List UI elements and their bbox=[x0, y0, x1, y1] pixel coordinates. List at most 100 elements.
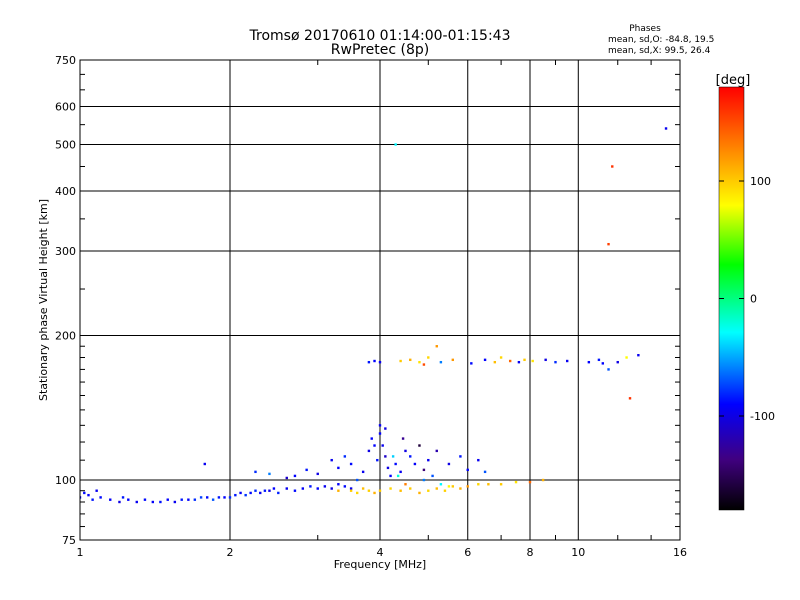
data-point bbox=[427, 489, 430, 492]
data-point bbox=[301, 487, 305, 490]
data-point bbox=[349, 489, 353, 492]
plot-frame bbox=[79, 59, 681, 541]
data-point bbox=[330, 458, 333, 462]
x-tick-label: 2 bbox=[227, 546, 234, 559]
colorbar-label: [deg] bbox=[716, 73, 751, 88]
data-point bbox=[399, 470, 402, 474]
data-point bbox=[323, 485, 327, 488]
data-point bbox=[166, 498, 169, 501]
data-point bbox=[187, 498, 190, 501]
data-point bbox=[439, 360, 443, 364]
colorbar-tick-label: 0 bbox=[750, 293, 757, 306]
data-point bbox=[316, 472, 319, 476]
x-tick-label: 16 bbox=[673, 546, 687, 559]
data-point bbox=[337, 483, 340, 486]
data-point bbox=[109, 498, 112, 501]
data-point bbox=[83, 491, 86, 495]
y-tick-label: 300 bbox=[55, 245, 76, 258]
data-point bbox=[418, 360, 421, 364]
data-point bbox=[447, 462, 451, 466]
data-point bbox=[487, 483, 490, 486]
data-point bbox=[483, 470, 487, 474]
y-tick-label: 100 bbox=[55, 474, 76, 487]
data-point bbox=[544, 358, 547, 362]
data-point bbox=[418, 444, 421, 447]
data-point bbox=[180, 498, 183, 501]
data-point bbox=[343, 485, 347, 488]
data-point bbox=[401, 437, 405, 440]
data-point bbox=[254, 470, 257, 474]
data-point bbox=[239, 491, 242, 495]
data-point bbox=[409, 358, 412, 362]
data-point bbox=[439, 483, 443, 486]
data-point bbox=[199, 496, 203, 499]
data-point bbox=[378, 360, 382, 364]
data-points bbox=[80, 127, 668, 504]
data-point bbox=[259, 491, 262, 495]
data-point bbox=[151, 500, 155, 504]
data-point bbox=[443, 489, 447, 492]
data-point bbox=[601, 362, 605, 365]
data-point bbox=[361, 470, 365, 474]
data-point bbox=[616, 360, 619, 364]
data-point bbox=[477, 458, 480, 462]
data-point bbox=[349, 487, 353, 490]
data-point bbox=[330, 487, 333, 490]
data-point bbox=[422, 363, 426, 366]
data-point bbox=[159, 500, 162, 504]
data-point bbox=[223, 496, 226, 499]
x-tick-label: 1 bbox=[77, 546, 84, 559]
data-point bbox=[285, 476, 288, 480]
data-point bbox=[378, 432, 382, 435]
data-point bbox=[597, 358, 601, 362]
x-tick-label: 6 bbox=[464, 546, 471, 559]
data-point bbox=[217, 496, 221, 499]
data-point bbox=[309, 485, 312, 488]
data-point bbox=[394, 462, 397, 466]
grid-lines bbox=[80, 60, 680, 540]
chart-title: Tromsø 20170610 01:14:00-01:15:43 bbox=[249, 28, 511, 44]
data-point bbox=[628, 397, 632, 400]
data-point bbox=[337, 466, 340, 470]
data-point bbox=[367, 489, 371, 492]
data-point bbox=[337, 489, 340, 492]
data-point bbox=[268, 472, 271, 476]
data-point bbox=[277, 491, 280, 495]
data-point bbox=[268, 489, 271, 492]
data-point bbox=[399, 359, 402, 363]
data-point bbox=[384, 455, 387, 458]
data-point bbox=[477, 483, 480, 486]
data-point bbox=[355, 491, 359, 495]
data-point bbox=[95, 489, 98, 492]
x-tick-label: 4 bbox=[377, 546, 384, 559]
data-point bbox=[361, 487, 365, 490]
data-point bbox=[272, 487, 276, 490]
data-point bbox=[381, 444, 384, 447]
data-point bbox=[205, 496, 209, 499]
data-point bbox=[541, 478, 545, 482]
data-point bbox=[91, 498, 94, 501]
data-point bbox=[135, 500, 138, 504]
data-point bbox=[435, 487, 438, 490]
data-point bbox=[121, 496, 125, 499]
data-point bbox=[470, 362, 473, 365]
data-point bbox=[349, 462, 353, 466]
data-point bbox=[355, 478, 359, 482]
colorbar-ticks: 100 0 -100 bbox=[719, 175, 775, 423]
data-point bbox=[87, 493, 90, 497]
data-point bbox=[451, 358, 455, 362]
data-point bbox=[396, 474, 400, 478]
data-point bbox=[431, 474, 434, 478]
data-point bbox=[435, 449, 438, 453]
data-point bbox=[254, 489, 257, 492]
stats-line-o: mean, sd,O: -84.8, 19.5 bbox=[608, 35, 714, 45]
data-point bbox=[293, 474, 297, 478]
data-point bbox=[263, 489, 267, 492]
data-point bbox=[378, 489, 382, 492]
data-point bbox=[173, 500, 177, 504]
colorbar-tick-label: 100 bbox=[750, 175, 771, 188]
colorbar-tick-label: -100 bbox=[750, 410, 775, 423]
data-point bbox=[531, 359, 534, 363]
data-point bbox=[99, 496, 102, 499]
